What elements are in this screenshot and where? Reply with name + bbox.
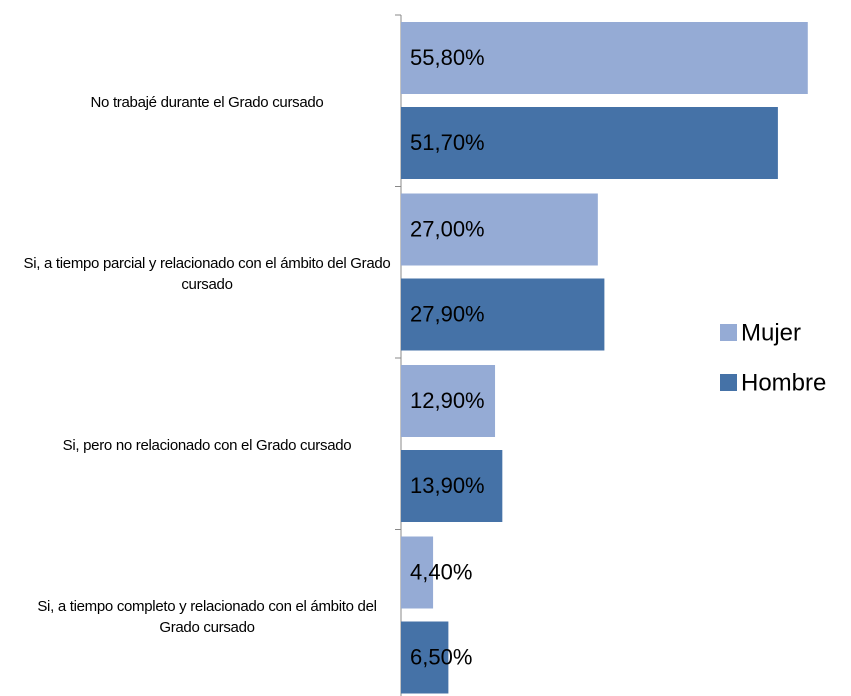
legend-label: Mujer (741, 319, 801, 346)
category-label: Si, a tiempo completo y relacionado con … (37, 598, 377, 637)
bar (401, 450, 503, 522)
data-label: 27,90% (410, 301, 485, 326)
data-label: 27,00% (410, 216, 485, 241)
bar (401, 536, 434, 609)
legend-swatch (720, 374, 737, 391)
bar (401, 22, 808, 94)
data-label: 6,50% (410, 644, 472, 669)
bar (401, 107, 778, 179)
category-label: Si, pero no relacionado con el Grado cur… (62, 437, 352, 455)
data-label: 13,90% (410, 473, 485, 498)
data-label: 55,80% (410, 45, 485, 70)
category-label: No trabajé durante el Grado cursado (90, 94, 324, 112)
bar (401, 621, 449, 694)
data-label: 51,70% (410, 130, 485, 155)
legend-swatch (720, 324, 737, 341)
category-label: Si, a tiempo parcial y relacionado con e… (23, 255, 391, 294)
bar (401, 365, 496, 437)
bar (401, 278, 605, 351)
legend-label: Hombre (741, 369, 826, 396)
data-label: 12,90% (410, 388, 485, 413)
bar (401, 193, 598, 266)
data-label: 4,40% (410, 559, 472, 584)
